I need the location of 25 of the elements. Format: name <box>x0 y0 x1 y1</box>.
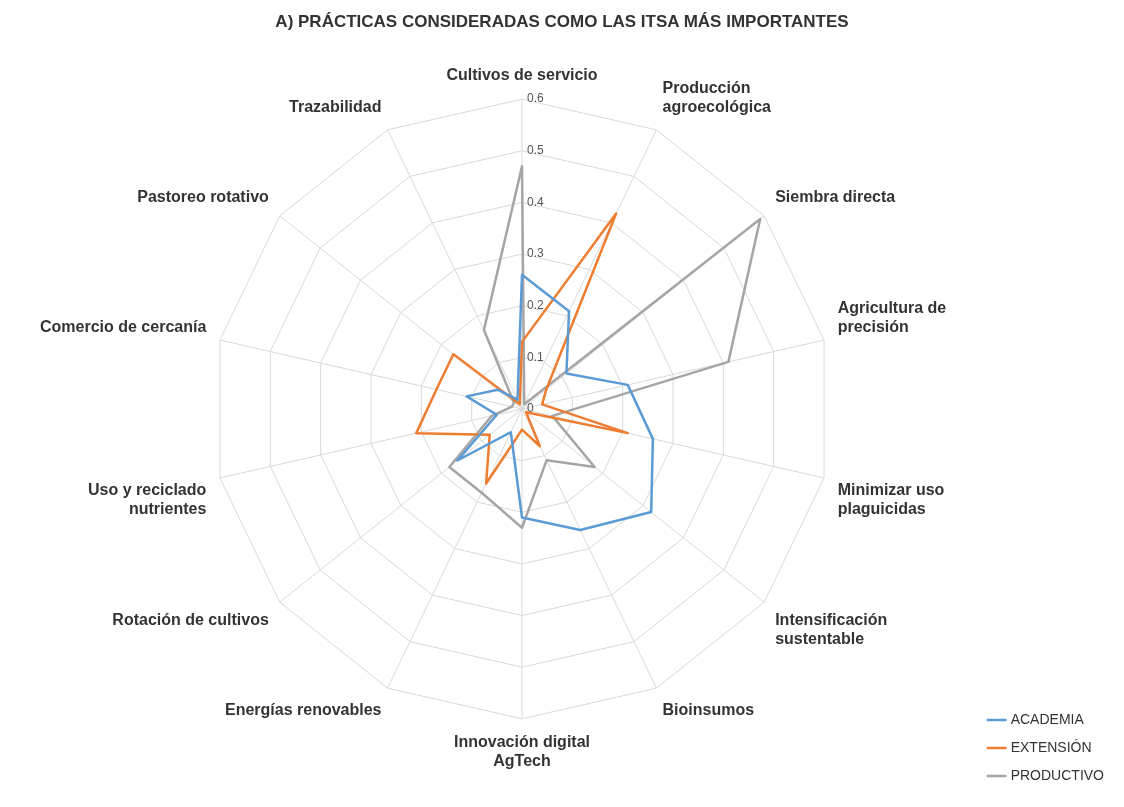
y-tick-label: 0.2 <box>527 298 545 313</box>
spoke-label: Innovación digital AgTech <box>453 732 591 770</box>
chart-title: A) PRÁCTICAS CONSIDERADAS COMO LAS ITSA MÁS IMPORTANTES <box>275 11 849 31</box>
legend-label: PRODUCTIVO <box>1010 766 1105 783</box>
y-tick-label: 0.6 <box>527 91 545 106</box>
spoke-label: Uso y reciclado nutrientes <box>88 481 207 518</box>
y-tick-label: 0.5 <box>527 143 545 158</box>
spoke-label: Siembra directa <box>775 187 896 205</box>
spoke-label: Cultivos de servicio <box>446 65 598 83</box>
legend-label: EXTENSIÓN <box>1010 738 1092 755</box>
spoke-label: Comercio de cercanía <box>40 317 207 335</box>
spoke-label: Pastoreo rotativo <box>137 187 270 205</box>
spoke-label: Bioinsumos <box>662 700 755 718</box>
y-tick-label: 0.4 <box>527 194 545 209</box>
y-tick-label: 0 <box>527 401 534 416</box>
spoke-label: Rotación de cultivos <box>112 610 269 628</box>
y-tick-label: 0.3 <box>527 246 545 261</box>
y-tick-label: 0.1 <box>527 349 545 364</box>
spoke-label: Agricultura de precisión <box>837 298 947 335</box>
spoke-label: Minimizar uso plaguicidas <box>837 481 945 518</box>
spoke-label: Intensificación sustentable <box>775 610 888 648</box>
spoke-label: Producción agroecológica <box>662 78 772 116</box>
spoke-label: Trazabilidad <box>289 98 382 116</box>
spoke-label: Energías renovables <box>224 700 382 718</box>
legend-label: ACADEMIA <box>1010 710 1085 727</box>
